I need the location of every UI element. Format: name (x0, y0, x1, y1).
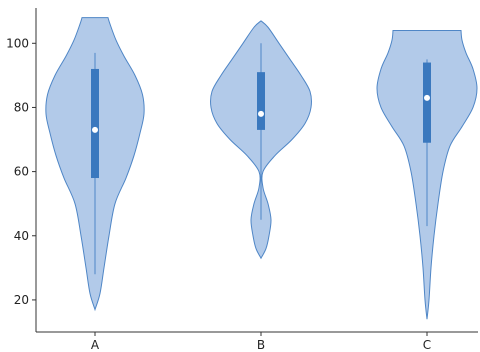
y-tick-label-80: 80 (14, 100, 29, 114)
y-tick-label-60: 60 (14, 165, 29, 179)
iqr-box-b (257, 72, 265, 130)
y-tick-label-100: 100 (6, 36, 29, 50)
x-tick-label-b: B (257, 338, 265, 352)
plot-area (45, 17, 478, 320)
iqr-box-a (91, 68, 99, 179)
median-dot-b (258, 110, 264, 117)
y-tick-label-40: 40 (14, 229, 29, 243)
axes (35, 8, 478, 333)
tick-labels: A B C 20 40 60 80 100 (6, 36, 431, 352)
x-tick-label-a: A (91, 338, 100, 352)
x-tick-label-c: C (423, 338, 431, 352)
iqr-box-c (423, 62, 431, 143)
median-dot-c (424, 94, 430, 101)
median-dot-a (92, 126, 98, 133)
y-tick-label-20: 20 (14, 293, 29, 307)
